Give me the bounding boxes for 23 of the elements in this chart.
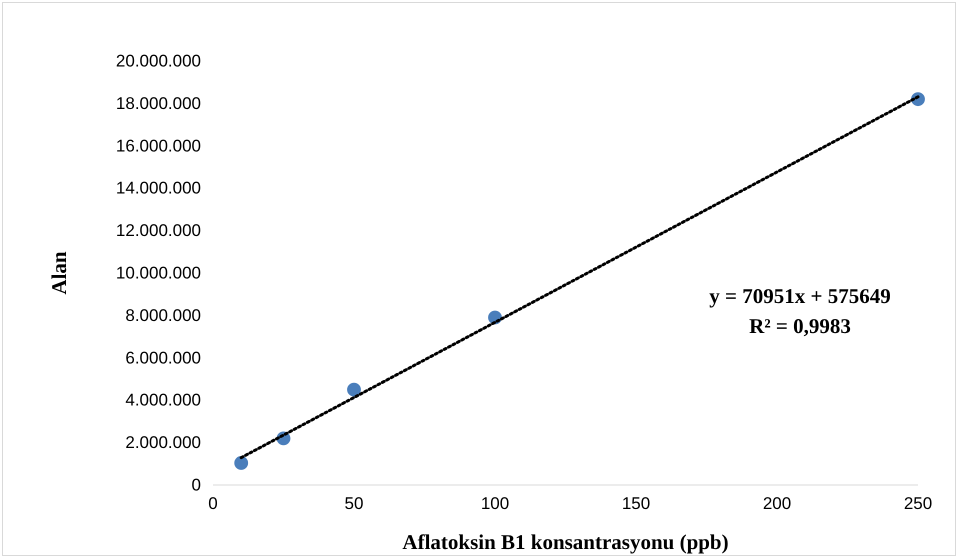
point xyxy=(347,382,361,396)
y-tick-label: 20.000.000 xyxy=(116,51,201,70)
y-tick-label: 8.000.000 xyxy=(125,306,201,325)
y-tick-label: 6.000.000 xyxy=(125,348,201,368)
y-axis-title: Alan xyxy=(47,251,71,295)
x-tick-label: 50 xyxy=(344,494,364,514)
y-tick-label: 12.000.000 xyxy=(116,221,201,240)
annotation: y = 70951x + 575649 xyxy=(709,284,891,308)
x-tick-label: 0 xyxy=(208,494,218,514)
x-tick-label: 200 xyxy=(762,494,792,514)
x-axis-title: Aflatoksin B1 konsantrasyonu (ppb) xyxy=(402,530,729,554)
y-tick-label: 10.000.000 xyxy=(116,263,201,282)
y-tick-label: 16.000.000 xyxy=(116,136,201,156)
y-tick-label: 18.000.000 xyxy=(116,94,201,113)
y-tick-label: 0 xyxy=(192,475,201,494)
point xyxy=(234,456,248,470)
x-tick-label: 250 xyxy=(904,494,932,514)
y-tick-label: 14.000.000 xyxy=(116,178,201,198)
annotation: R² = 0,9983 xyxy=(749,314,851,338)
y-tick-label: 2.000.000 xyxy=(125,433,201,452)
x-tick-label: 150 xyxy=(622,494,650,514)
x-tick-label: 100 xyxy=(480,494,510,514)
y-tick-label: 4.000.000 xyxy=(125,390,201,410)
